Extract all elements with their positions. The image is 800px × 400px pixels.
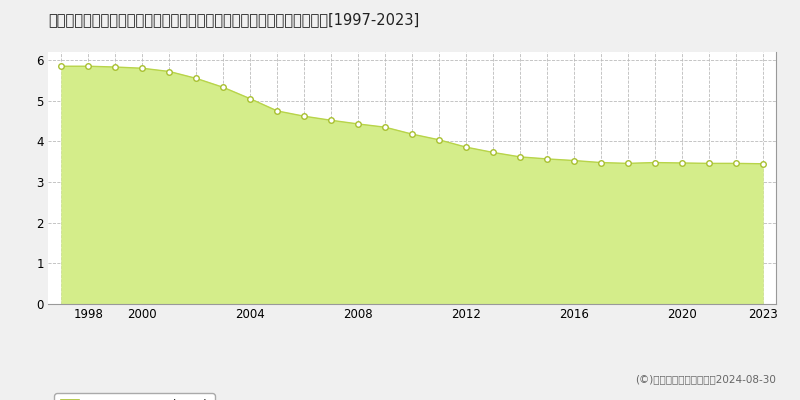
Legend: 基準地価格　平均嵪単価(万円/嵪): 基準地価格 平均嵪単価(万円/嵪) [54, 393, 214, 400]
Text: 福島県西白河郡中島村大字滑津字滑津原２番１　基準地価格　地価推移[1997-2023]: 福島県西白河郡中島村大字滑津字滑津原２番１ 基準地価格 地価推移[1997-20… [48, 12, 419, 27]
Text: (©)土地価格ドットコム　2024-08-30: (©)土地価格ドットコム 2024-08-30 [635, 374, 776, 384]
